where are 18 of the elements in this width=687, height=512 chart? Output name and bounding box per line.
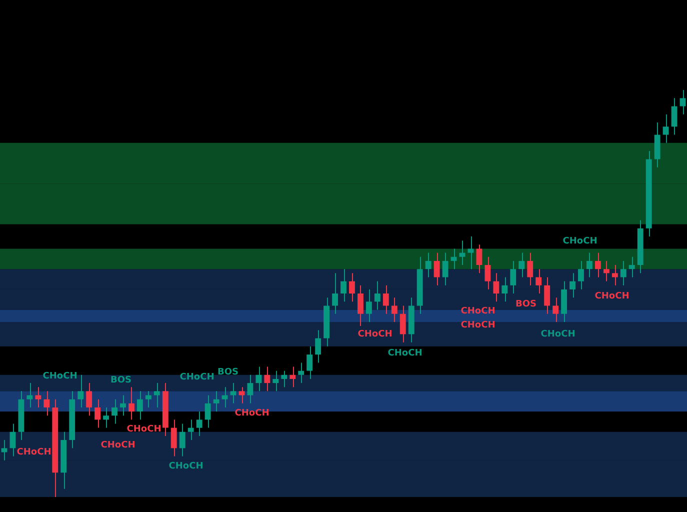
annotation: CHoCH: [100, 440, 136, 450]
annotation: CHoCH: [460, 320, 496, 330]
annotation: CHoCH: [42, 371, 78, 382]
annotation: BOS: [516, 299, 536, 310]
annotation: CHoCH: [358, 329, 392, 340]
annotation: CHoCH: [594, 291, 630, 302]
annotation: CHoCH: [562, 236, 598, 246]
annotation: CHoCH: [460, 306, 496, 316]
annotation: CHoCH: [180, 372, 214, 382]
annotation: CHoCH: [540, 329, 576, 340]
annotation: BOS: [218, 367, 238, 378]
annotation: CHoCH: [388, 348, 422, 358]
annotation: CHoCH: [126, 424, 162, 434]
annotation: CHoCH: [234, 408, 270, 418]
candlestick: [154, 382, 160, 408]
annotation: CHoCH: [16, 447, 52, 458]
annotation: CHoCH: [168, 461, 204, 472]
annotation: BOS: [110, 375, 132, 386]
